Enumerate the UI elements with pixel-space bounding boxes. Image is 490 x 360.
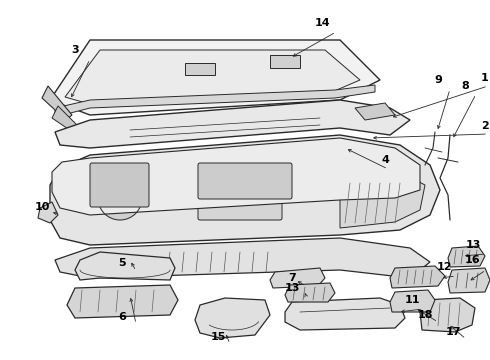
Polygon shape xyxy=(270,55,300,68)
Circle shape xyxy=(98,176,142,220)
Polygon shape xyxy=(55,100,410,148)
Polygon shape xyxy=(355,103,395,120)
Text: 3: 3 xyxy=(71,45,79,55)
Text: 5: 5 xyxy=(118,258,126,268)
Text: 15: 15 xyxy=(210,332,226,342)
Polygon shape xyxy=(448,268,490,293)
Polygon shape xyxy=(38,202,58,223)
Polygon shape xyxy=(52,138,420,215)
Text: 10: 10 xyxy=(34,202,49,212)
Polygon shape xyxy=(390,290,435,312)
Polygon shape xyxy=(65,50,360,107)
Text: 17: 17 xyxy=(445,327,461,337)
Polygon shape xyxy=(270,268,325,288)
FancyBboxPatch shape xyxy=(198,186,282,220)
Text: 13: 13 xyxy=(466,240,481,250)
Polygon shape xyxy=(390,266,445,288)
Text: 18: 18 xyxy=(417,310,433,320)
Polygon shape xyxy=(420,298,475,332)
Text: 9: 9 xyxy=(434,75,442,85)
Text: 7: 7 xyxy=(288,273,296,283)
Polygon shape xyxy=(185,63,215,75)
Polygon shape xyxy=(285,283,335,302)
Text: 1: 1 xyxy=(481,73,489,83)
Polygon shape xyxy=(50,135,440,245)
Polygon shape xyxy=(55,85,375,117)
FancyBboxPatch shape xyxy=(198,163,292,199)
Text: 8: 8 xyxy=(461,81,469,91)
Polygon shape xyxy=(75,252,175,280)
Text: 16: 16 xyxy=(464,255,480,265)
Polygon shape xyxy=(340,172,425,228)
Polygon shape xyxy=(285,298,405,330)
FancyBboxPatch shape xyxy=(90,163,149,207)
Polygon shape xyxy=(52,106,80,133)
Text: 6: 6 xyxy=(118,312,126,322)
Text: 13: 13 xyxy=(284,283,300,293)
Polygon shape xyxy=(448,246,485,267)
Text: 14: 14 xyxy=(314,18,330,28)
Text: 4: 4 xyxy=(381,155,389,165)
Text: 11: 11 xyxy=(404,295,420,305)
Text: 12: 12 xyxy=(436,262,452,272)
Polygon shape xyxy=(55,238,430,278)
Polygon shape xyxy=(42,86,72,120)
Polygon shape xyxy=(67,285,178,318)
Polygon shape xyxy=(50,40,380,115)
Polygon shape xyxy=(195,298,270,338)
Text: 2: 2 xyxy=(481,121,489,131)
